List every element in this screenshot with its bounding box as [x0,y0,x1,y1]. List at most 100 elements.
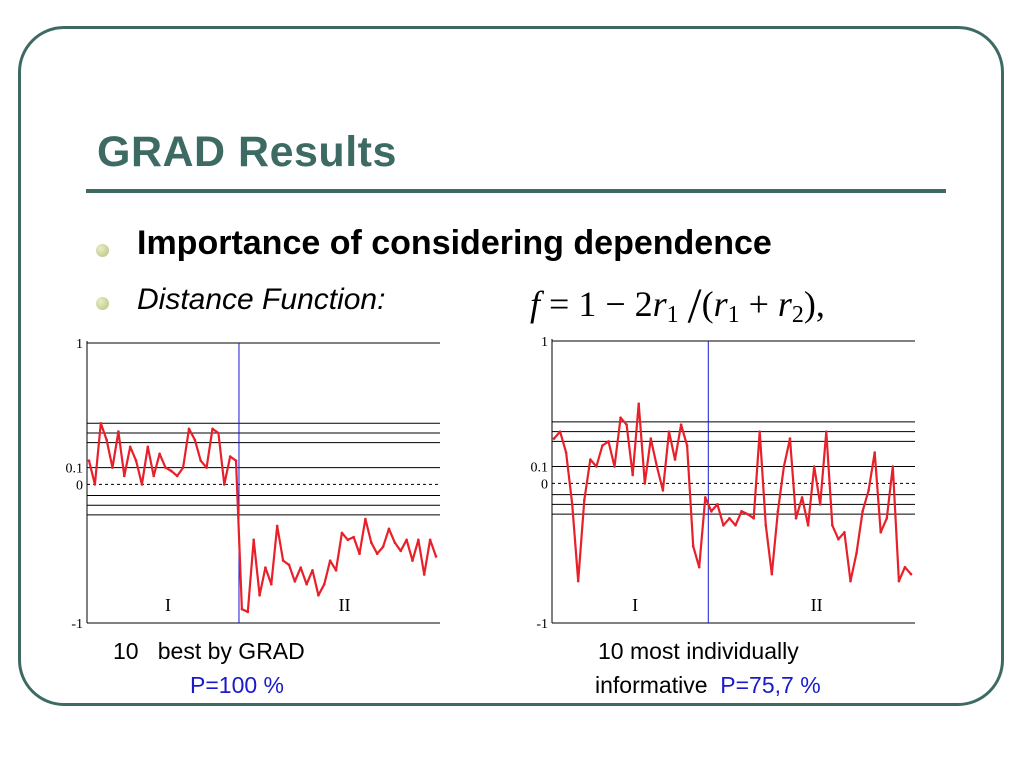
data-point [679,423,683,426]
formula-two: 2 [634,284,653,324]
data-point [193,438,197,442]
data-point [346,538,350,542]
data-point [625,423,628,426]
data-point [818,503,822,506]
data-point [601,444,604,447]
bullet-distance-function: Distance Function: [137,283,386,316]
data-point [122,474,126,478]
distance-formula: f = 1 − 2r1 /(r1 + r2), [530,276,825,334]
data-point [111,466,114,469]
data-point [770,572,774,576]
data-point [252,538,255,542]
formula-open: ( [701,284,714,324]
data-point [909,572,913,576]
data-point [128,445,132,449]
data-point [93,483,97,486]
data-point [417,538,420,542]
data-point [885,517,889,520]
data-point [824,430,828,433]
data-point [164,466,167,469]
caption-left-text: best by GRAD [157,638,305,664]
y-tick-label: 0.1 [531,460,549,475]
formula-r1b: r [713,284,728,324]
data-point [746,512,749,516]
data-point [105,438,108,442]
data-point [328,559,332,562]
data-point [340,531,344,535]
data-point [831,523,834,527]
bullet-dot-icon [96,297,109,310]
data-point [685,444,689,447]
data-point [99,421,103,425]
data-point [691,544,695,548]
slide-title: GRAD Results [97,128,397,176]
data-point [776,510,780,513]
formula-r1: r [652,284,667,324]
y-tick-label: 1 [541,335,548,350]
data-point [595,465,598,468]
data-point [317,593,320,597]
data-point [152,474,155,478]
data-point [411,559,414,562]
data-point [405,538,408,542]
data-point [613,465,616,468]
data-point [399,549,403,553]
data-point [270,582,273,586]
data-point [903,565,907,569]
data-point [697,565,701,569]
data-point [897,579,901,583]
formula-sub1: 1 [666,302,679,328]
formula-one: 1 [578,284,597,324]
caption-right-line1: 10 most individually [598,638,799,664]
data-point [275,524,279,528]
data-point [311,569,314,572]
data-point [140,483,144,486]
data-point [352,535,355,539]
data-point [661,489,665,492]
data-point [867,489,870,492]
data-point [393,541,397,544]
data-point [281,559,285,562]
data-point [873,451,876,454]
formula-plus: + [748,284,769,324]
data-point [228,455,232,458]
data-point [564,451,568,454]
data-point [673,458,677,461]
data-point [187,427,191,431]
data-point [240,607,244,611]
data-point [589,458,592,461]
data-point [258,593,261,597]
data-point [222,483,226,486]
data-point [364,517,367,521]
caption-right-line2: informative P=75,7 % [595,672,821,699]
data-point [428,538,432,542]
data-point [655,465,659,468]
formula-equals: = [549,284,570,324]
data-point [334,569,338,572]
data-point [667,430,671,433]
data-point [305,582,308,586]
data-point [637,402,641,406]
data-point [764,523,768,527]
caption-right-text: informative [595,672,708,698]
data-point [211,427,214,431]
data-point [758,430,762,433]
data-point [576,579,580,583]
data-point [134,459,138,462]
data-point [381,545,385,549]
data-point [855,551,858,555]
data-point [806,523,810,527]
data-point [722,523,725,527]
data-point [181,466,185,469]
caption-left-number: 10 [113,638,139,664]
data-point [87,459,91,462]
data-point [710,510,713,513]
data-point [246,610,250,614]
data-point [649,437,653,440]
data-point [794,517,798,520]
data-point [205,466,208,469]
data-point [752,517,755,520]
data-point [843,530,846,534]
data-point [782,465,786,468]
formula-close: ), [803,284,825,324]
